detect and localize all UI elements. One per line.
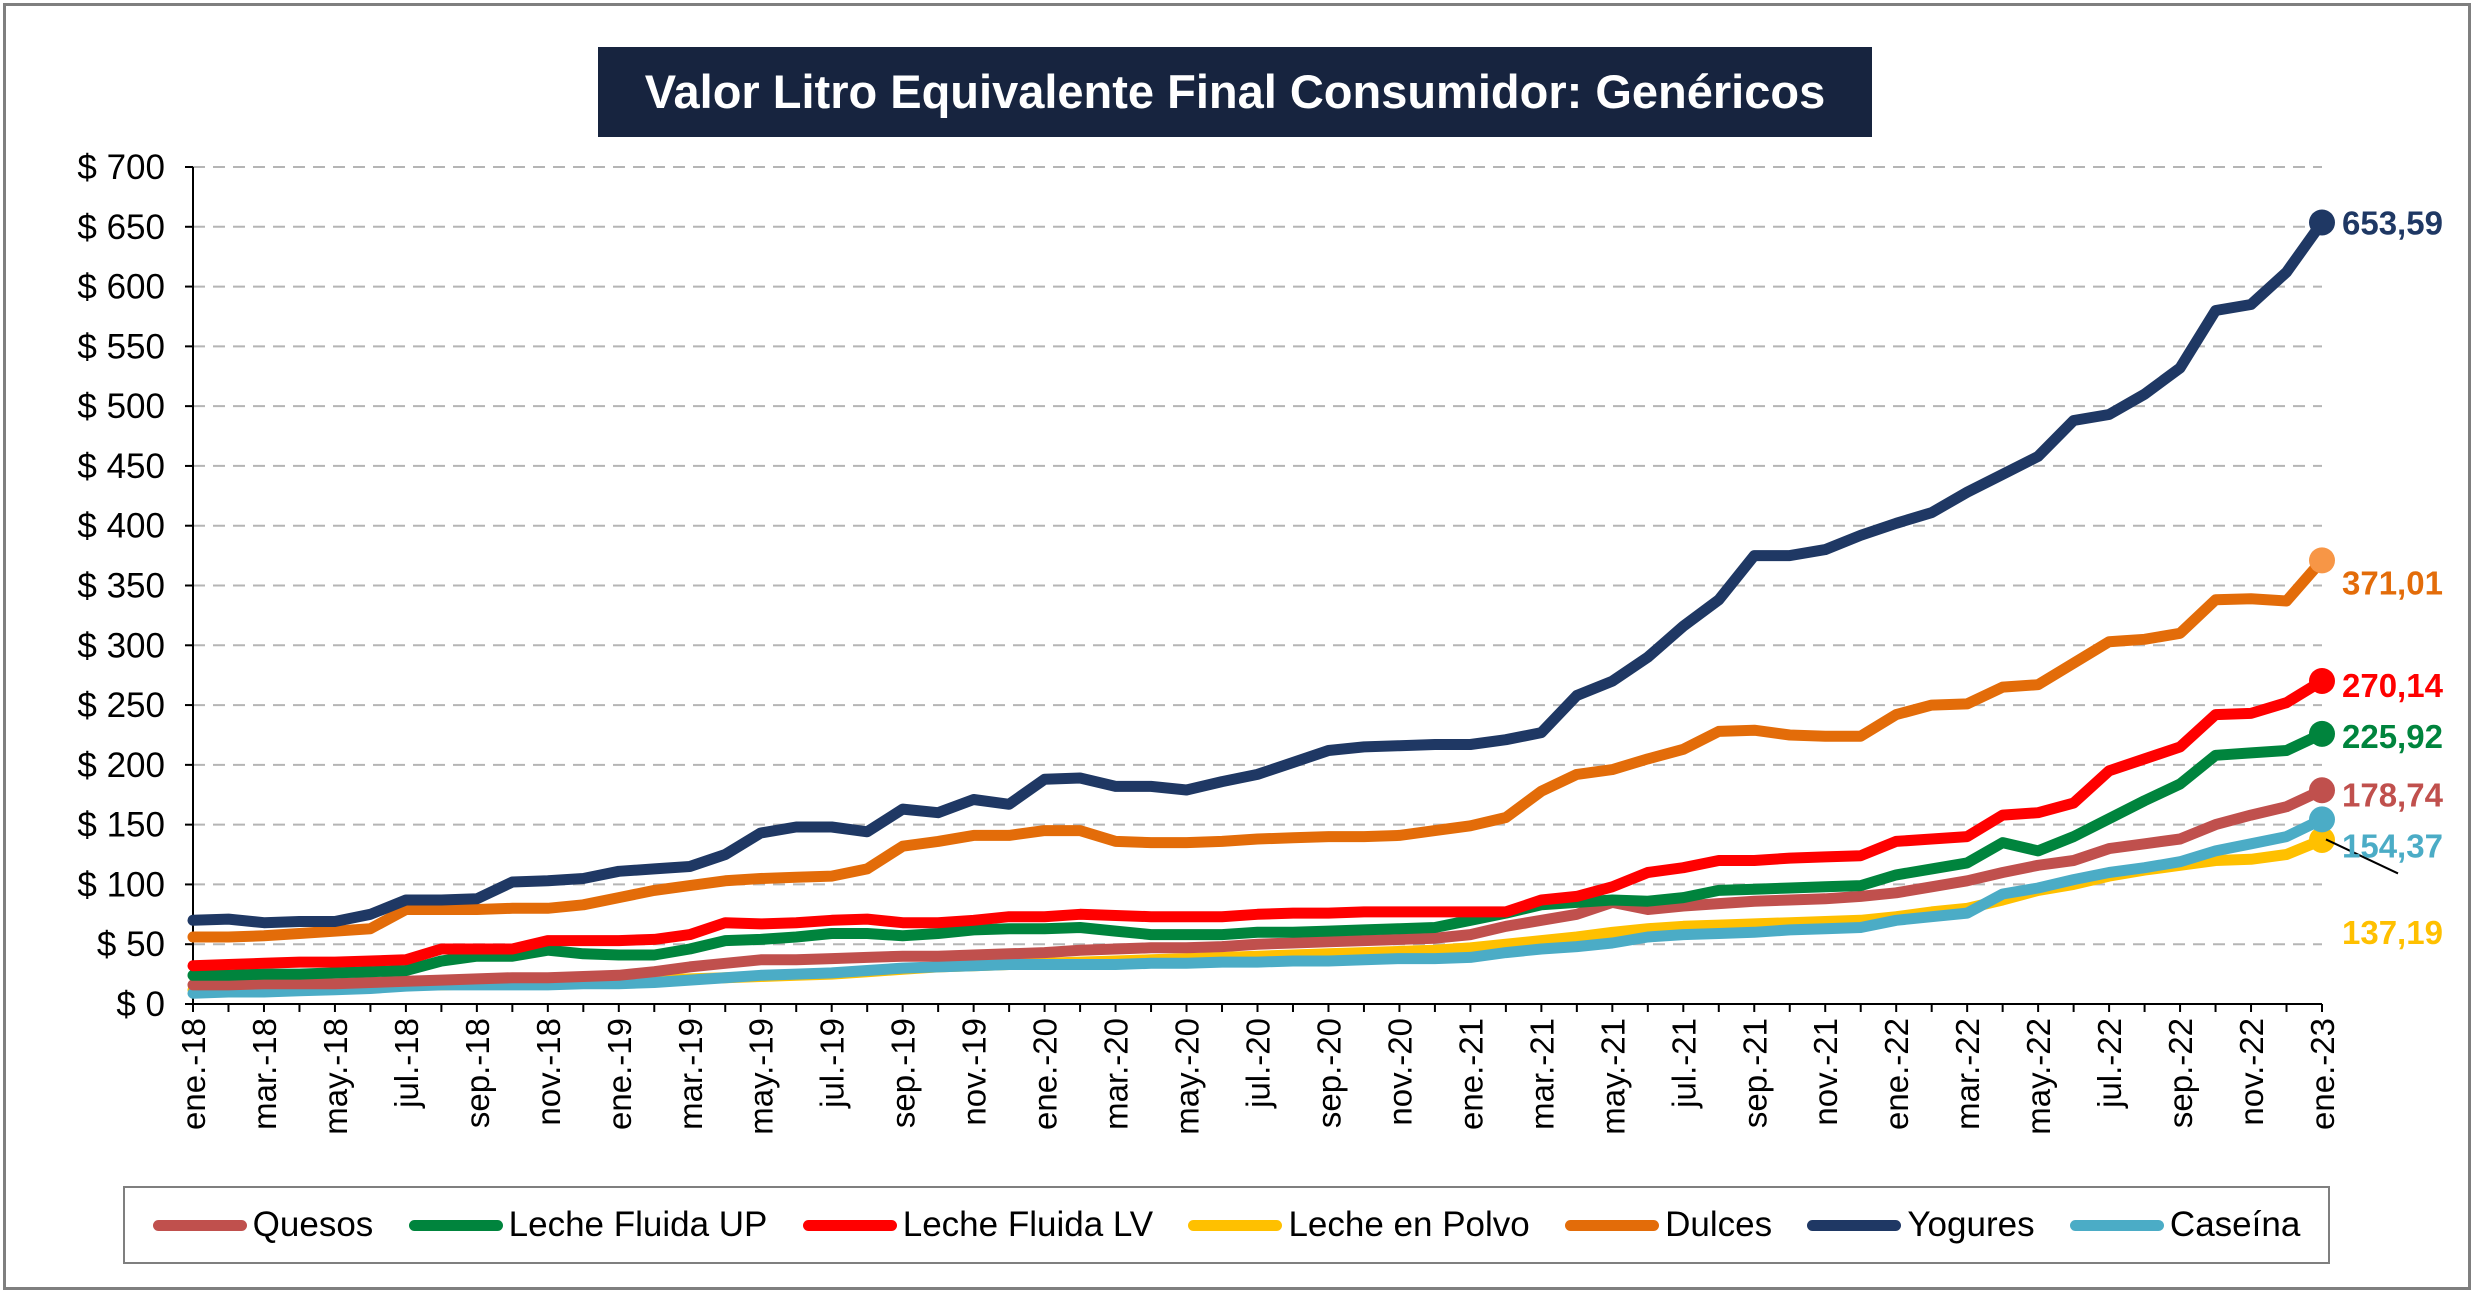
y-tick-label: $ 600 xyxy=(77,268,165,307)
legend-label: Leche en Polvo xyxy=(1288,1205,1530,1244)
y-tick-label: $ 250 xyxy=(77,686,165,725)
x-tick-label: nov.-21 xyxy=(1807,1018,1844,1126)
series-lines xyxy=(187,217,2328,999)
legend-swatch xyxy=(1807,1219,1902,1231)
x-tick-label: sep.-21 xyxy=(1736,1018,1773,1128)
x-tick-label: sep.-19 xyxy=(885,1018,922,1128)
y-tick-label: $ 300 xyxy=(77,626,165,665)
x-tick-label: jul.-21 xyxy=(1665,1018,1702,1109)
end-marker xyxy=(2309,209,2335,236)
x-tick-label: nov.-20 xyxy=(1381,1018,1418,1126)
y-tick-label: $ 100 xyxy=(77,865,165,904)
legend-label: Quesos xyxy=(252,1205,374,1244)
legend-swatch xyxy=(802,1219,897,1231)
x-tick-label: mar.-20 xyxy=(1098,1018,1135,1130)
end-label: 225,92 xyxy=(2342,718,2443,755)
series-line-quesos xyxy=(187,784,2328,991)
legend-swatch xyxy=(1188,1219,1283,1231)
end-label: 270,14 xyxy=(2342,667,2444,704)
end-marker xyxy=(2309,826,2335,853)
y-tick-label: $ 50 xyxy=(97,925,165,964)
end-labels: 178,74 225,92 270,14 137,19 371,01 653,59 154,… xyxy=(2325,204,2444,951)
x-tick-label: jul.-18 xyxy=(388,1018,425,1109)
series-line-leche-fluida-up xyxy=(187,728,2328,981)
legend-item: Yogures xyxy=(1807,1205,2035,1245)
legend-item: Dulces xyxy=(1565,1205,1772,1245)
end-marker xyxy=(2309,806,2335,833)
x-tick-label: may.-18 xyxy=(317,1018,354,1135)
x-tick-label: sep.-20 xyxy=(1310,1018,1347,1128)
series-line-caseína xyxy=(187,813,2328,999)
legend-item: Caseína xyxy=(2069,1205,2301,1245)
end-label: 178,74 xyxy=(2342,776,2444,813)
x-tick-label: may.-19 xyxy=(743,1018,780,1135)
x-tick-label: may.-20 xyxy=(1169,1018,1206,1135)
y-tick-label: $ 400 xyxy=(77,507,165,546)
end-label: 371,01 xyxy=(2342,564,2443,601)
legend-item: Leche Fluida LV xyxy=(802,1205,1154,1245)
x-tick-label: ene.-22 xyxy=(1878,1018,1915,1130)
series-line-yogures xyxy=(187,217,2328,929)
x-tick-label: ene.-18 xyxy=(175,1018,212,1130)
legend-label: Caseína xyxy=(2169,1205,2301,1244)
y-tick-label: $ 700 xyxy=(77,148,165,187)
y-tick-label: $ 500 xyxy=(77,387,165,426)
legend-label: Leche Fluida LV xyxy=(902,1205,1154,1244)
end-marker xyxy=(2309,547,2335,574)
end-label: 653,59 xyxy=(2342,204,2443,241)
end-marker xyxy=(2309,720,2335,747)
x-tick-label: sep.-22 xyxy=(2162,1018,2199,1128)
legend-label: Dulces xyxy=(1665,1205,1773,1244)
y-tick-label: $ 0 xyxy=(116,985,165,1024)
chart-frame xyxy=(3,3,2471,1290)
x-tick-label: jul.-20 xyxy=(1240,1018,1277,1109)
y-tick-label: $ 650 xyxy=(77,208,165,247)
legend-item: Leche Fluida UP xyxy=(408,1205,768,1245)
x-tick-label: mar.-19 xyxy=(672,1018,709,1130)
legend-swatch xyxy=(408,1219,503,1231)
y-axis: $ 0 $ 50 $ 100 $ 150 $ 200 $ 250 $ 300 $ 350 $ 4… xyxy=(77,148,194,1024)
x-tick-label: ene.-21 xyxy=(1452,1018,1489,1130)
x-tick-label: jul.-22 xyxy=(2091,1018,2128,1109)
y-tick-label: $ 450 xyxy=(77,447,165,486)
legend: Quesos Leche Fluida UP Leche Fluida LV Lech… xyxy=(123,1186,2330,1264)
series-line-dulces xyxy=(187,554,2328,943)
legend-swatch xyxy=(1565,1219,1660,1231)
legend-item: Quesos xyxy=(152,1205,374,1245)
x-tick-label: may.-22 xyxy=(2020,1018,2057,1135)
leader-line xyxy=(2325,838,2399,875)
legend-swatch xyxy=(152,1219,247,1231)
legend-label: Yogures xyxy=(1907,1205,2035,1244)
end-marker xyxy=(2309,667,2335,694)
x-tick-label: mar.-18 xyxy=(246,1018,283,1130)
x-tick-label: jul.-19 xyxy=(814,1018,851,1109)
end-label: 137,19 xyxy=(2342,914,2443,951)
x-tick-label: nov.-18 xyxy=(530,1018,567,1126)
series-line-leche-fluida-lv xyxy=(187,675,2328,972)
x-tick-label: sep.-18 xyxy=(459,1018,496,1128)
y-tick-label: $ 150 xyxy=(77,806,165,845)
x-tick-label: nov.-22 xyxy=(2233,1018,2270,1126)
x-tick-label: mar.-21 xyxy=(1523,1018,1560,1130)
x-tick-label: ene.-20 xyxy=(1027,1018,1064,1130)
legend-label: Leche Fluida UP xyxy=(508,1205,768,1244)
x-tick-label: mar.-22 xyxy=(1949,1018,1986,1130)
y-tick-label: $ 200 xyxy=(77,746,165,785)
x-tick-label: may.-21 xyxy=(1594,1018,1631,1135)
end-markers xyxy=(2309,209,2335,853)
end-label: 154,37 xyxy=(2342,827,2443,864)
x-tick-label: nov.-19 xyxy=(956,1018,993,1126)
legend-item: Leche en Polvo xyxy=(1188,1205,1530,1245)
gridlines xyxy=(193,166,2322,946)
x-tick-label: ene.-23 xyxy=(2304,1018,2341,1130)
legend-swatch xyxy=(2069,1219,2164,1231)
chart-title: Valor Litro Equivalente Final Consumidor… xyxy=(598,47,1872,137)
x-tick-label: ene.-19 xyxy=(601,1018,638,1130)
y-tick-label: $ 550 xyxy=(77,327,165,366)
end-marker xyxy=(2309,777,2335,804)
y-tick-label: $ 350 xyxy=(77,567,165,606)
x-axis: ene.-18 mar.-18 may.-18 jul.-18 sep.-18 nov.-… xyxy=(175,1003,2341,1135)
